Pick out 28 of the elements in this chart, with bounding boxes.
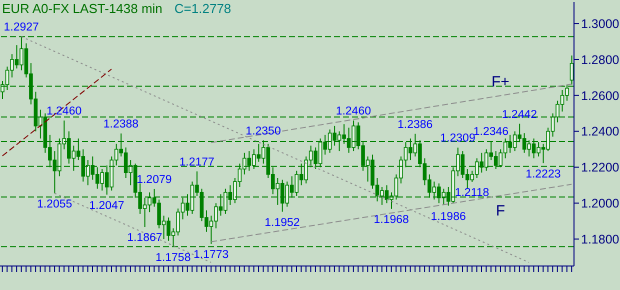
- annotation: 1.2460: [46, 106, 82, 118]
- annotation: 1.2223: [526, 168, 561, 180]
- y-tick-label: 1.2200: [581, 160, 620, 175]
- annotation: 1.1986: [430, 210, 466, 223]
- annotation: 1.1968: [374, 214, 409, 226]
- annotation: 1.2055: [36, 198, 72, 210]
- y-tick-label: 1.1800: [581, 232, 620, 246]
- annotation: 1.1758: [156, 252, 191, 264]
- annotation: 1.1952: [264, 216, 300, 229]
- annotation: 1.2350: [246, 125, 281, 138]
- y-tick-label: 1.3000: [581, 16, 620, 31]
- y-tick-label: 1.2400: [581, 124, 620, 139]
- y-tick-label: 1.2600: [581, 88, 620, 103]
- series-label: F: [496, 202, 506, 220]
- y-tick-label: 1.2800: [581, 52, 620, 67]
- annotation: 1.2079: [136, 174, 172, 186]
- chart-title: EUR A0-FX LAST-1438 min: [2, 1, 162, 16]
- annotation: 1.2177: [179, 156, 214, 168]
- annotation: 1.2047: [89, 200, 124, 212]
- annotation: 1.2386: [397, 118, 433, 131]
- annotation: 1.2388: [103, 118, 139, 130]
- annotation: 1.2118: [454, 187, 490, 200]
- y-tick-label: 1.2000: [581, 196, 620, 211]
- chart-subtitle: C=1.2778: [174, 1, 232, 16]
- annotation: 1.2927: [4, 22, 39, 34]
- annotation: 1.2460: [336, 106, 372, 118]
- annotation: 1.1867: [127, 232, 162, 244]
- annotation: 1.1773: [194, 249, 229, 262]
